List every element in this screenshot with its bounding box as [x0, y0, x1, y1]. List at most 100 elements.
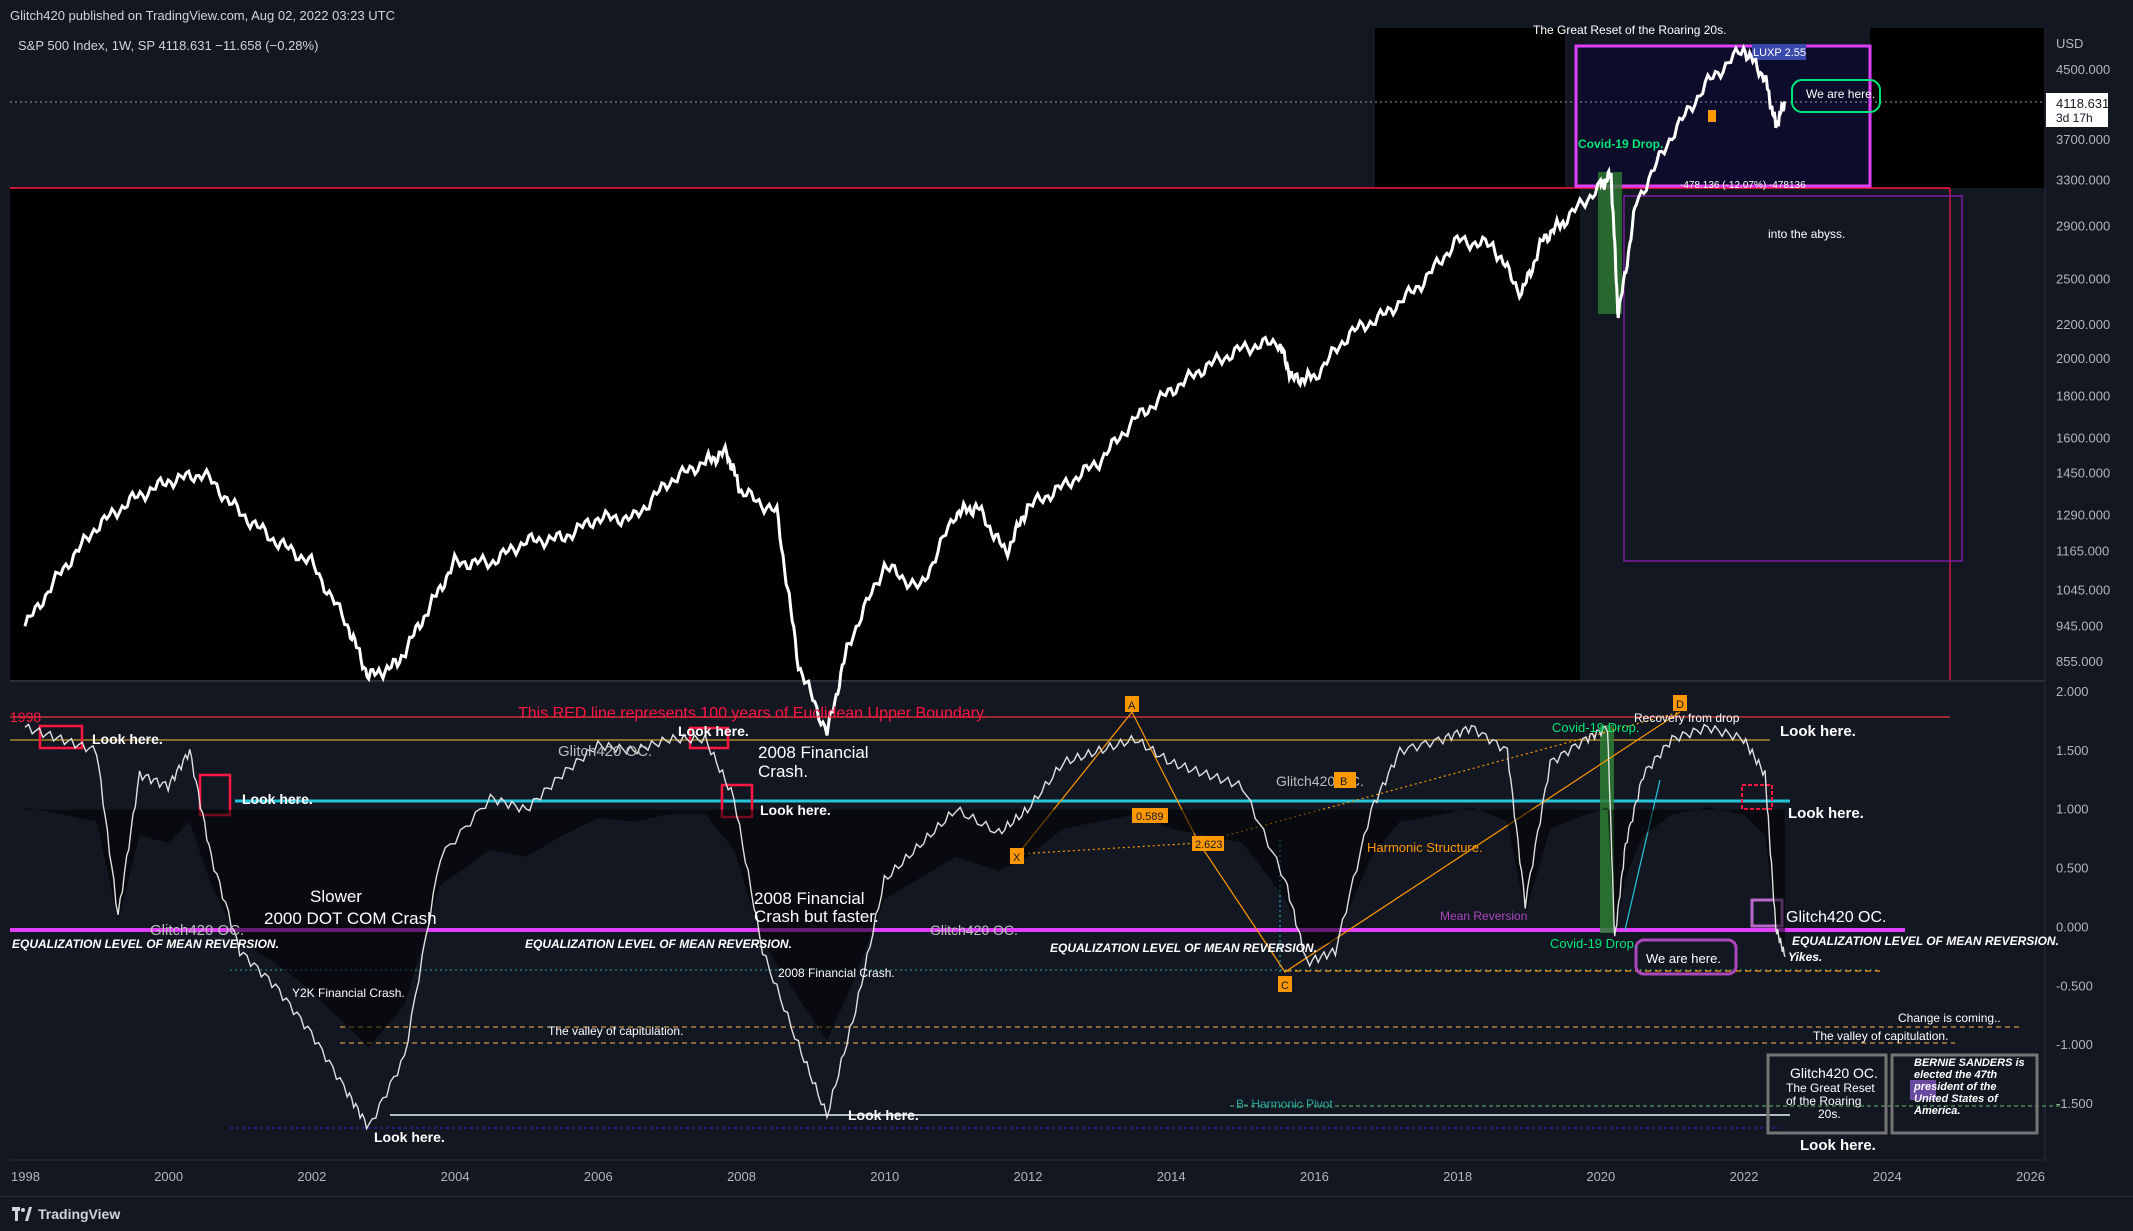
bernie-4: United States of	[1914, 1093, 1999, 1105]
pt-c-badge	[1278, 976, 1292, 992]
luxp-badge	[1752, 44, 1806, 60]
time-tick-label: 2016	[1300, 1169, 1329, 1184]
covid-drop-top-text: Covid-19 Drop.	[1578, 137, 1663, 151]
currency-label: USD	[2056, 36, 2083, 51]
bernie-1: BERNIE SANDERS is	[1914, 1057, 2025, 1069]
pt-b-badge	[1334, 772, 1356, 788]
glitch-label-1: Glitch420 OC.	[558, 743, 652, 760]
price-tick-label: 1165.000	[2056, 544, 2109, 559]
price-badge-countdown: 3d 17h	[2056, 111, 2093, 125]
crash2008a-line1: 2008 Financial	[758, 743, 869, 762]
fib2-badge	[1192, 836, 1224, 851]
symbol-legend[interactable]: S&P 500 Index, 1W, SP 4118.631 −11.658 (…	[18, 38, 319, 53]
price-axis: 4500.000 3700.000 3300.000 2900.000 2500.000…	[2056, 62, 2110, 669]
look-here-6: Look here.	[1788, 805, 1864, 822]
pivot-text: B- Harmonic Pivot	[1236, 1097, 1333, 1111]
look-box-2000	[198, 773, 232, 817]
time-tick-label: 2022	[1730, 1169, 1759, 1184]
look-here-7: Look here.	[374, 1129, 445, 1145]
price-tick-label: 1600.000	[2056, 431, 2110, 446]
box-title: Glitch420 OC.	[1790, 1065, 1878, 1081]
oscillator-series-line	[24, 723, 1786, 1131]
harmonic-line1: Harmonic Structure.	[1367, 840, 1483, 855]
time-tick-label: 2026	[2016, 1169, 2045, 1184]
look-here-9: Look here.	[1800, 1137, 1876, 1154]
luxp-text: LUXP 2.55	[1753, 47, 1806, 59]
price-tick-label: 2900.000	[2056, 219, 2110, 234]
tradingview-logo-icon[interactable]	[12, 1207, 32, 1221]
pt-b: B	[1340, 776, 1347, 788]
time-tick-label: 2020	[1586, 1169, 1615, 1184]
abyss-box	[1623, 195, 1963, 562]
osc-tick-label: -1.500	[2056, 1096, 2093, 1111]
look-here-5: Look here.	[1780, 723, 1856, 740]
time-axis: 1998 2000 2002 2004 2006 2008 2010 2012 2014 2016…	[11, 1169, 2045, 1184]
mean-rev-text: Mean Reversion	[1440, 909, 1527, 923]
osc-tick-label: 0.000	[2056, 919, 2089, 934]
look-here-2: Look here.	[242, 791, 313, 807]
osc-tick-label: -0.500	[2056, 978, 2093, 993]
price-pane-black	[10, 188, 1580, 680]
osc-tick-label: 1.000	[2056, 802, 2089, 817]
time-tick-label: 2008	[727, 1169, 756, 1184]
we-are-here-callout-top	[1791, 79, 1881, 113]
glitch-label-5: Glitch420 OC.	[1786, 909, 1886, 926]
footer-brand[interactable]: TradingView	[38, 1206, 121, 1222]
y2k-text: Y2K Financial Crash.	[292, 986, 405, 1000]
pt-x-badge	[1010, 848, 1024, 864]
box-line3: 20s.	[1818, 1107, 1841, 1121]
crash2008a-line2: Crash.	[758, 762, 808, 781]
pt-a: A	[1128, 700, 1136, 712]
price-tick-label: 1800.000	[2056, 389, 2110, 404]
valley-text-2: The valley of capitulation.	[1813, 1029, 1948, 1043]
recovery-text: Recovery from drop	[1634, 711, 1740, 725]
eq-label-4: EQUALIZATION LEVEL OF MEAN REVERSION.	[1792, 934, 2059, 948]
purple-marker	[1910, 1080, 1936, 1100]
osc-tick-label: 0.500	[2056, 861, 2089, 876]
osc-tick-label: -1.000	[2056, 1037, 2093, 1052]
osc-tick-label: 2.000	[2056, 684, 2089, 699]
bernie-note-box	[1890, 1053, 2039, 1135]
oscillator-series-group	[24, 723, 1786, 1131]
slower-line1: Slower	[310, 887, 362, 906]
glitch-label-3: Glitch420 OC.	[930, 922, 1018, 938]
price-tick-label: 1290.000	[2056, 507, 2110, 522]
box-line1: The Great Reset	[1786, 1081, 1875, 1095]
price-badge-value: 4118.631	[2056, 96, 2109, 111]
time-tick-label: 2010	[870, 1169, 899, 1184]
eq-label-2: EQUALIZATION LEVEL OF MEAN REVERSION.	[525, 937, 792, 951]
price-tick-label: 945.000	[2056, 618, 2103, 633]
great-reset-box	[1574, 44, 1872, 188]
we-are-here-top-text: We are here.	[1806, 87, 1875, 101]
pt-d-badge	[1673, 695, 1687, 711]
time-tick-label: 2024	[1873, 1169, 1902, 1184]
price-tick-label: 3700.000	[2056, 132, 2110, 147]
covid-green-zone-lower	[1600, 725, 1614, 933]
price-tick-label: 855.000	[2056, 654, 2103, 669]
price-tick-label: 4500.000	[2056, 62, 2110, 77]
bernie-3: president of the	[1913, 1081, 1997, 1093]
look-box-1998	[38, 724, 84, 750]
time-tick-label: 2000	[154, 1169, 183, 1184]
box-line2: of the Roaring	[1786, 1094, 1861, 1108]
look-here-1: Look here.	[92, 731, 163, 747]
abyss-text: into the abyss.	[1768, 227, 1845, 241]
price-tick-label: 2000.000	[2056, 351, 2110, 366]
pt-x: X	[1013, 852, 1021, 864]
pt-a-badge	[1125, 696, 1139, 712]
price-series-group	[23, 43, 1787, 736]
osc-tick-label: 1.500	[2056, 743, 2089, 758]
publisher-line: Glitch420 published on TradingView.com, …	[10, 8, 395, 23]
glitch-label-2: Glitch420 OC.	[150, 922, 244, 939]
orange-marker-top	[1708, 110, 1716, 122]
price-tick-label: 2200.000	[2056, 317, 2110, 332]
red-line-note: This RED line represents 100 years of Eu…	[518, 705, 987, 722]
look-box-2022	[1741, 784, 1773, 810]
price-tick-label: 3300.000	[2056, 173, 2110, 188]
price-tick-label: 1450.000	[2056, 466, 2110, 481]
time-tick-label: 2014	[1157, 1169, 1186, 1184]
recovery-line	[1624, 779, 1661, 931]
covid-lower-1: Covid-19 Drop.	[1552, 720, 1639, 735]
footer-bar: TradingView	[0, 1196, 2133, 1231]
slower-line2: 2000 DOT COM Crash	[264, 909, 437, 928]
